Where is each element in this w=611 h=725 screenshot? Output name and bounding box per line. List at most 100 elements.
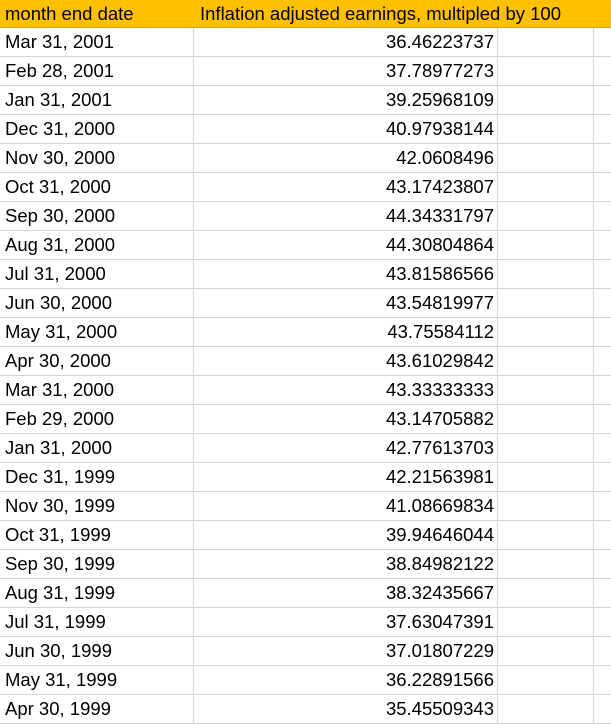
value-cell[interactable]: 37.01807229 xyxy=(194,637,498,665)
date-cell[interactable]: Mar 31, 2000 xyxy=(0,376,194,404)
header-cell-inflation-adjusted-earnings[interactable]: Inflation adjusted earnings, multipled b… xyxy=(200,3,561,24)
date-cell[interactable]: Feb 29, 2000 xyxy=(0,405,194,433)
empty-cell[interactable] xyxy=(498,695,594,723)
empty-cell[interactable] xyxy=(594,347,611,375)
value-cell[interactable]: 44.30804864 xyxy=(194,231,498,259)
empty-cell[interactable] xyxy=(498,376,594,404)
empty-cell[interactable] xyxy=(498,550,594,578)
date-cell[interactable]: Apr 30, 1999 xyxy=(0,695,194,723)
date-cell[interactable]: Nov 30, 2000 xyxy=(0,144,194,172)
empty-cell[interactable] xyxy=(498,86,594,114)
empty-cell[interactable] xyxy=(594,695,611,723)
value-cell[interactable]: 39.25968109 xyxy=(194,86,498,114)
date-cell[interactable]: Sep 30, 2000 xyxy=(0,202,194,230)
empty-cell[interactable] xyxy=(594,260,611,288)
value-cell[interactable]: 43.54819977 xyxy=(194,289,498,317)
empty-cell[interactable] xyxy=(498,608,594,636)
date-cell[interactable]: Jan 31, 2001 xyxy=(0,86,194,114)
empty-cell[interactable] xyxy=(498,28,594,56)
date-cell[interactable]: Aug 31, 2000 xyxy=(0,231,194,259)
empty-cell[interactable] xyxy=(498,521,594,549)
empty-cell[interactable] xyxy=(498,347,594,375)
value-cell[interactable]: 36.22891566 xyxy=(194,666,498,694)
value-cell[interactable]: 41.08669834 xyxy=(194,492,498,520)
value-cell[interactable]: 44.34331797 xyxy=(194,202,498,230)
empty-cell[interactable] xyxy=(498,579,594,607)
empty-cell[interactable] xyxy=(594,521,611,549)
empty-cell[interactable] xyxy=(594,289,611,317)
date-cell[interactable]: Mar 31, 2001 xyxy=(0,28,194,56)
date-cell[interactable]: Oct 31, 1999 xyxy=(0,521,194,549)
empty-cell[interactable] xyxy=(498,666,594,694)
date-cell[interactable]: May 31, 1999 xyxy=(0,666,194,694)
empty-cell[interactable] xyxy=(498,115,594,143)
empty-cell[interactable] xyxy=(594,463,611,491)
date-cell[interactable]: Jul 31, 2000 xyxy=(0,260,194,288)
empty-cell[interactable] xyxy=(594,550,611,578)
empty-cell[interactable] xyxy=(594,57,611,85)
date-cell[interactable]: Nov 30, 1999 xyxy=(0,492,194,520)
empty-cell[interactable] xyxy=(498,637,594,665)
value-cell[interactable]: 38.32435667 xyxy=(194,579,498,607)
date-cell[interactable]: Aug 31, 1999 xyxy=(0,579,194,607)
empty-cell[interactable] xyxy=(498,289,594,317)
empty-cell[interactable] xyxy=(594,434,611,462)
empty-cell[interactable] xyxy=(498,434,594,462)
value-cell[interactable]: 42.0608496 xyxy=(194,144,498,172)
value-cell[interactable]: 42.21563981 xyxy=(194,463,498,491)
empty-cell[interactable] xyxy=(498,231,594,259)
date-cell[interactable]: Dec 31, 2000 xyxy=(0,115,194,143)
date-cell[interactable]: Sep 30, 1999 xyxy=(0,550,194,578)
date-cell[interactable]: Jan 31, 2000 xyxy=(0,434,194,462)
empty-cell[interactable] xyxy=(594,231,611,259)
date-cell[interactable]: Jun 30, 2000 xyxy=(0,289,194,317)
header-cell-month-end-date[interactable]: month end date xyxy=(5,3,134,24)
value-cell[interactable]: 40.97938144 xyxy=(194,115,498,143)
value-cell[interactable]: 37.78977273 xyxy=(194,57,498,85)
value-cell[interactable]: 43.17423807 xyxy=(194,173,498,201)
value-cell[interactable]: 38.84982122 xyxy=(194,550,498,578)
value-cell[interactable]: 43.61029842 xyxy=(194,347,498,375)
empty-cell[interactable] xyxy=(594,115,611,143)
value-cell[interactable]: 39.94646044 xyxy=(194,521,498,549)
value-cell[interactable]: 37.63047391 xyxy=(194,608,498,636)
date-cell[interactable]: May 31, 2000 xyxy=(0,318,194,346)
empty-cell[interactable] xyxy=(594,637,611,665)
date-cell[interactable]: Jul 31, 1999 xyxy=(0,608,194,636)
empty-cell[interactable] xyxy=(594,405,611,433)
value-cell[interactable]: 42.77613703 xyxy=(194,434,498,462)
date-cell[interactable]: Feb 28, 2001 xyxy=(0,57,194,85)
empty-cell[interactable] xyxy=(498,260,594,288)
empty-cell[interactable] xyxy=(498,144,594,172)
empty-cell[interactable] xyxy=(498,202,594,230)
value-cell[interactable]: 43.75584112 xyxy=(194,318,498,346)
value-cell[interactable]: 35.45509343 xyxy=(194,695,498,723)
value-cell[interactable]: 36.46223737 xyxy=(194,28,498,56)
empty-cell[interactable] xyxy=(594,86,611,114)
empty-cell[interactable] xyxy=(498,57,594,85)
value-cell[interactable]: 43.33333333 xyxy=(194,376,498,404)
empty-cell[interactable] xyxy=(594,579,611,607)
date-cell[interactable]: Apr 30, 2000 xyxy=(0,347,194,375)
empty-cell[interactable] xyxy=(594,144,611,172)
empty-cell[interactable] xyxy=(594,376,611,404)
empty-cell[interactable] xyxy=(594,492,611,520)
empty-cell[interactable] xyxy=(594,666,611,694)
date-cell[interactable]: Jun 30, 1999 xyxy=(0,637,194,665)
date-cell[interactable]: Oct 31, 2000 xyxy=(0,173,194,201)
empty-cell[interactable] xyxy=(594,202,611,230)
empty-cell[interactable] xyxy=(498,173,594,201)
value-cell[interactable]: 43.14705882 xyxy=(194,405,498,433)
empty-cell[interactable] xyxy=(498,463,594,491)
empty-cell[interactable] xyxy=(498,492,594,520)
empty-cell[interactable] xyxy=(594,608,611,636)
empty-cell[interactable] xyxy=(594,173,611,201)
empty-cell[interactable] xyxy=(498,405,594,433)
empty-cell[interactable] xyxy=(594,318,611,346)
empty-cell[interactable] xyxy=(594,28,611,56)
value-cell[interactable]: 43.81586566 xyxy=(194,260,498,288)
date-cell[interactable]: Dec 31, 1999 xyxy=(0,463,194,491)
header-row: month end date Inflation adjusted earnin… xyxy=(0,0,611,28)
empty-cell[interactable] xyxy=(498,318,594,346)
